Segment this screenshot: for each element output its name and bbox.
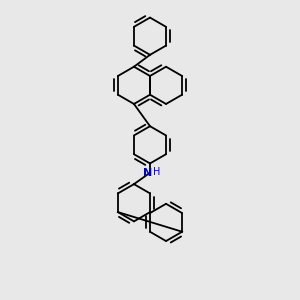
Text: H: H (153, 167, 160, 177)
Text: N: N (143, 168, 153, 178)
